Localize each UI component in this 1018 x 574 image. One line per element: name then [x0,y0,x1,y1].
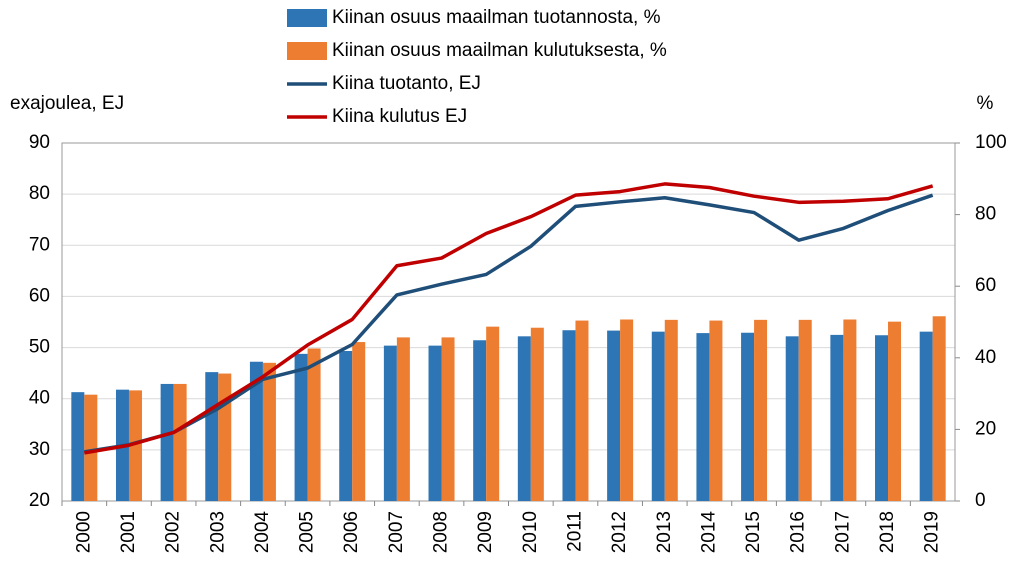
x-tick-label: 2006 [341,511,362,553]
bar [830,334,844,501]
bar [709,320,723,501]
bar [428,345,442,501]
x-tick-label: 2019 [922,511,943,553]
x-tick-label: 2008 [431,511,452,553]
y2-tick-label: 60 [975,275,996,296]
bar [396,337,410,501]
x-tick-label: 2001 [118,511,139,553]
y-tick-label: 80 [29,183,50,204]
y-tick-label: 40 [29,388,50,409]
bar [696,333,710,501]
y-tick-label: 60 [29,285,50,306]
bar [932,316,946,501]
x-tick-label: 2009 [475,511,496,553]
plot-frame [61,142,956,502]
x-tick-label: 2004 [252,511,273,554]
bar [205,372,219,501]
bar [651,331,665,501]
x-tick-label: 2013 [654,511,675,553]
bar [128,390,142,501]
bar [919,331,933,501]
y-tick-label: 50 [29,337,50,358]
legend: Kiinan osuus maailman tuotannosta, % Kiin… [287,7,667,127]
x-tick-label: 2000 [73,511,94,553]
bar [798,319,812,501]
x-tick-label: 2016 [788,511,809,553]
bar [294,353,308,501]
bar [843,319,857,501]
y2-axis-title: % [977,93,994,114]
legend-swatch [287,42,327,60]
bar [754,319,768,501]
y2-tick-label: 40 [975,347,996,368]
bar [785,336,799,501]
x-tick-label: 2011 [564,511,585,552]
legend-label: Kiinan osuus maailman tuotannosta, % [332,7,661,28]
y2-tick-label: 20 [975,418,996,439]
x-tick-label: 2017 [832,511,853,553]
bar [218,373,232,501]
bar [875,335,889,501]
bar [517,336,531,501]
bar [741,332,755,501]
y-tick-label: 20 [29,490,50,511]
bar [307,348,321,501]
bar [262,362,276,501]
y2-tick-label: 80 [975,204,996,225]
bar [888,321,902,501]
x-tick-label: 2010 [520,511,541,553]
bar [486,326,500,501]
x-tick-label: 2007 [386,511,407,553]
line-series [84,193,934,454]
legend-label: Kiinan osuus maailman kulutuksesta, % [332,40,667,61]
bar [441,337,455,501]
bar [562,330,576,501]
bar [352,342,366,501]
bar [620,319,634,501]
bar [84,394,98,501]
y2-tick-label: 100 [975,132,1007,153]
bar [607,330,621,501]
legend-label: Kiina kulutus EJ [332,106,467,127]
bar [575,320,589,501]
bar [473,340,487,501]
y-tick-label: 90 [29,132,50,153]
line-series [84,182,934,455]
bar [530,327,544,501]
bar [71,392,85,501]
bar [383,345,397,501]
x-tick-label: 2012 [609,511,630,553]
bar [249,361,263,501]
bar [339,350,353,501]
legend-swatch [287,9,327,27]
x-tick-label: 2002 [163,511,184,553]
y-tick-label: 30 [29,439,50,460]
bar [664,319,678,501]
bar [160,383,174,501]
legend-label: Kiina tuotanto, EJ [332,73,481,94]
x-tick-label: 2005 [297,511,318,553]
bar [173,383,187,501]
y-axis-title: exajoulea, EJ [10,93,124,114]
x-tick-label: 2015 [743,511,764,553]
y2-tick-label: 0 [975,490,986,511]
y-tick-label: 70 [29,234,50,255]
x-tick-label: 2014 [698,511,719,554]
x-tick-label: 2018 [877,511,898,553]
x-tick-label: 2003 [207,511,228,553]
